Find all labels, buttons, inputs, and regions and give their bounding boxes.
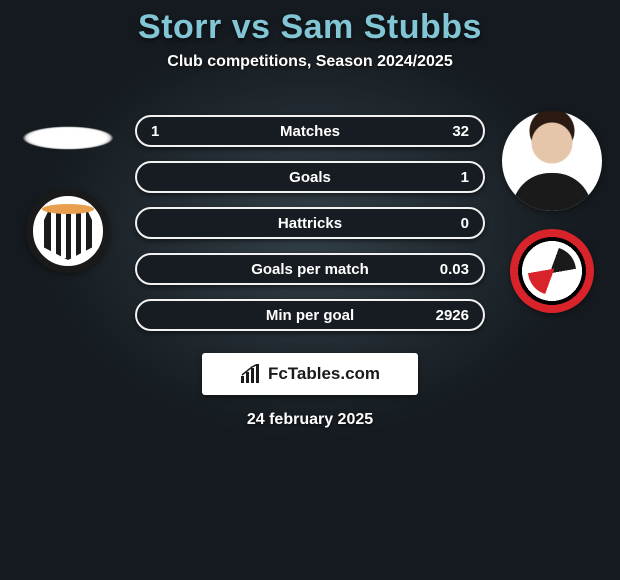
club-badge-left <box>26 189 110 273</box>
stat-label: Goals per match <box>185 261 435 278</box>
right-column <box>497 111 607 313</box>
stat-right-value: 2926 <box>435 307 469 324</box>
player-avatar-left <box>16 111 120 171</box>
stat-row: Hattricks 0 <box>135 207 485 239</box>
stat-row: Goals 1 <box>135 161 485 193</box>
stat-label: Hattricks <box>185 215 435 232</box>
stats-list: 1 Matches 32 Goals 1 Hattricks 0 Goals p… <box>135 115 485 331</box>
left-column <box>13 111 123 273</box>
subtitle: Club competitions, Season 2024/2025 <box>0 53 620 71</box>
page-title: Storr vs Sam Stubbs <box>0 8 620 47</box>
brand-chart-icon <box>240 364 262 384</box>
brand-plate: FcTables.com <box>202 353 418 395</box>
stat-label: Min per goal <box>185 307 435 324</box>
stat-label: Goals <box>185 169 435 186</box>
stat-row: Goals per match 0.03 <box>135 253 485 285</box>
club-badge-right <box>510 229 594 313</box>
brand-text: FcTables.com <box>268 364 380 384</box>
stat-label: Matches <box>185 123 435 140</box>
main-row: 1 Matches 32 Goals 1 Hattricks 0 Goals p… <box>0 111 620 331</box>
stat-right-value: 32 <box>435 123 469 140</box>
stat-left-value: 1 <box>151 123 185 140</box>
comparison-card: Storr vs Sam Stubbs Club competitions, S… <box>0 0 620 580</box>
stat-right-value: 0.03 <box>435 261 469 278</box>
stat-right-value: 0 <box>435 215 469 232</box>
stat-row: 1 Matches 32 <box>135 115 485 147</box>
stat-row: Min per goal 2926 <box>135 299 485 331</box>
stat-right-value: 1 <box>435 169 469 186</box>
date-line: 24 february 2025 <box>0 411 620 429</box>
player-avatar-right <box>502 111 602 211</box>
